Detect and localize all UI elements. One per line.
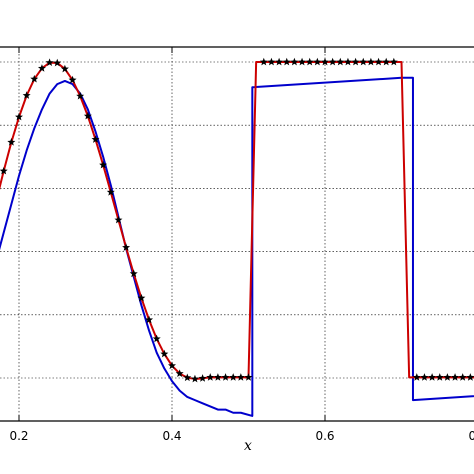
star-marker-21 — [152, 334, 161, 343]
star-marker-15 — [106, 187, 115, 196]
star-marker-2 — [7, 138, 16, 146]
star-marker-40 — [305, 57, 314, 66]
star-marker-11 — [76, 91, 85, 100]
star-marker-6 — [37, 64, 46, 72]
star-marker-39 — [298, 57, 307, 66]
x-tick-label-3: 0.8 — [468, 429, 474, 443]
star-marker-23 — [168, 361, 176, 370]
star-marker-38 — [290, 57, 299, 66]
star-marker-18 — [129, 269, 138, 278]
star-marker-20 — [145, 315, 154, 324]
star-marker-47 — [359, 57, 368, 66]
star-marker-54 — [428, 373, 437, 381]
star-marker-19 — [137, 293, 146, 302]
red-line-series — [0, 61, 474, 380]
star-marker-31 — [229, 373, 238, 381]
star-marker-55 — [435, 373, 444, 381]
tick-labels: 0.2 0.4 0.6 0.8 — [9, 47, 474, 443]
x-tick-label-2: 0.6 — [315, 429, 334, 443]
star-marker-24 — [175, 369, 184, 377]
star-marker-35 — [267, 57, 276, 66]
star-marker-34 — [259, 57, 268, 66]
star-marker-25 — [183, 373, 192, 382]
star-marker-53 — [420, 373, 429, 381]
star-marker-5 — [30, 74, 39, 83]
x-tick-label-0: 0.2 — [9, 429, 28, 443]
star-marker-52 — [412, 373, 421, 381]
star-marker-26 — [190, 374, 199, 383]
star-marker-30 — [221, 373, 230, 381]
star-marker-56 — [443, 373, 452, 381]
star-marker-49 — [374, 57, 383, 66]
star-marker-29 — [213, 373, 222, 381]
star-marker-32 — [236, 373, 245, 381]
star-marker-57 — [451, 373, 460, 381]
star-marker-16 — [114, 215, 123, 224]
star-marker-10 — [68, 75, 77, 84]
star-marker-28 — [206, 373, 215, 381]
star-marker-46 — [351, 57, 360, 66]
star-marker-36 — [275, 57, 284, 66]
star-marker-22 — [160, 349, 169, 358]
star-marker-59 — [466, 373, 474, 381]
star-marker-17 — [122, 243, 131, 251]
star-marker-14 — [99, 160, 108, 169]
x-tick-label-1: 0.4 — [162, 429, 181, 443]
star-marker-3 — [15, 112, 23, 121]
x-axis-label: x — [244, 438, 252, 454]
star-marker-27 — [198, 374, 207, 382]
star-marker-8 — [53, 58, 62, 67]
star-marker-42 — [321, 57, 329, 66]
star-marker-48 — [366, 57, 375, 66]
star-marker-9 — [60, 64, 69, 73]
series-markers — [0, 57, 474, 383]
star-marker-51 — [389, 57, 398, 66]
star-marker-1 — [0, 166, 8, 175]
star-marker-44 — [336, 57, 345, 66]
star-marker-13 — [91, 135, 100, 143]
star-marker-58 — [458, 373, 467, 381]
star-marker-4 — [22, 91, 31, 99]
star-marker-50 — [382, 57, 391, 66]
star-marker-45 — [343, 57, 352, 66]
star-marker-33 — [244, 373, 253, 381]
star-marker-12 — [83, 111, 92, 120]
series-lines — [0, 61, 474, 417]
star-marker-43 — [328, 57, 337, 66]
star-marker-41 — [313, 57, 322, 66]
blue-line-series — [0, 76, 474, 417]
star-marker-37 — [282, 57, 291, 66]
grid — [0, 47, 474, 421]
star-marker-7 — [45, 58, 54, 67]
